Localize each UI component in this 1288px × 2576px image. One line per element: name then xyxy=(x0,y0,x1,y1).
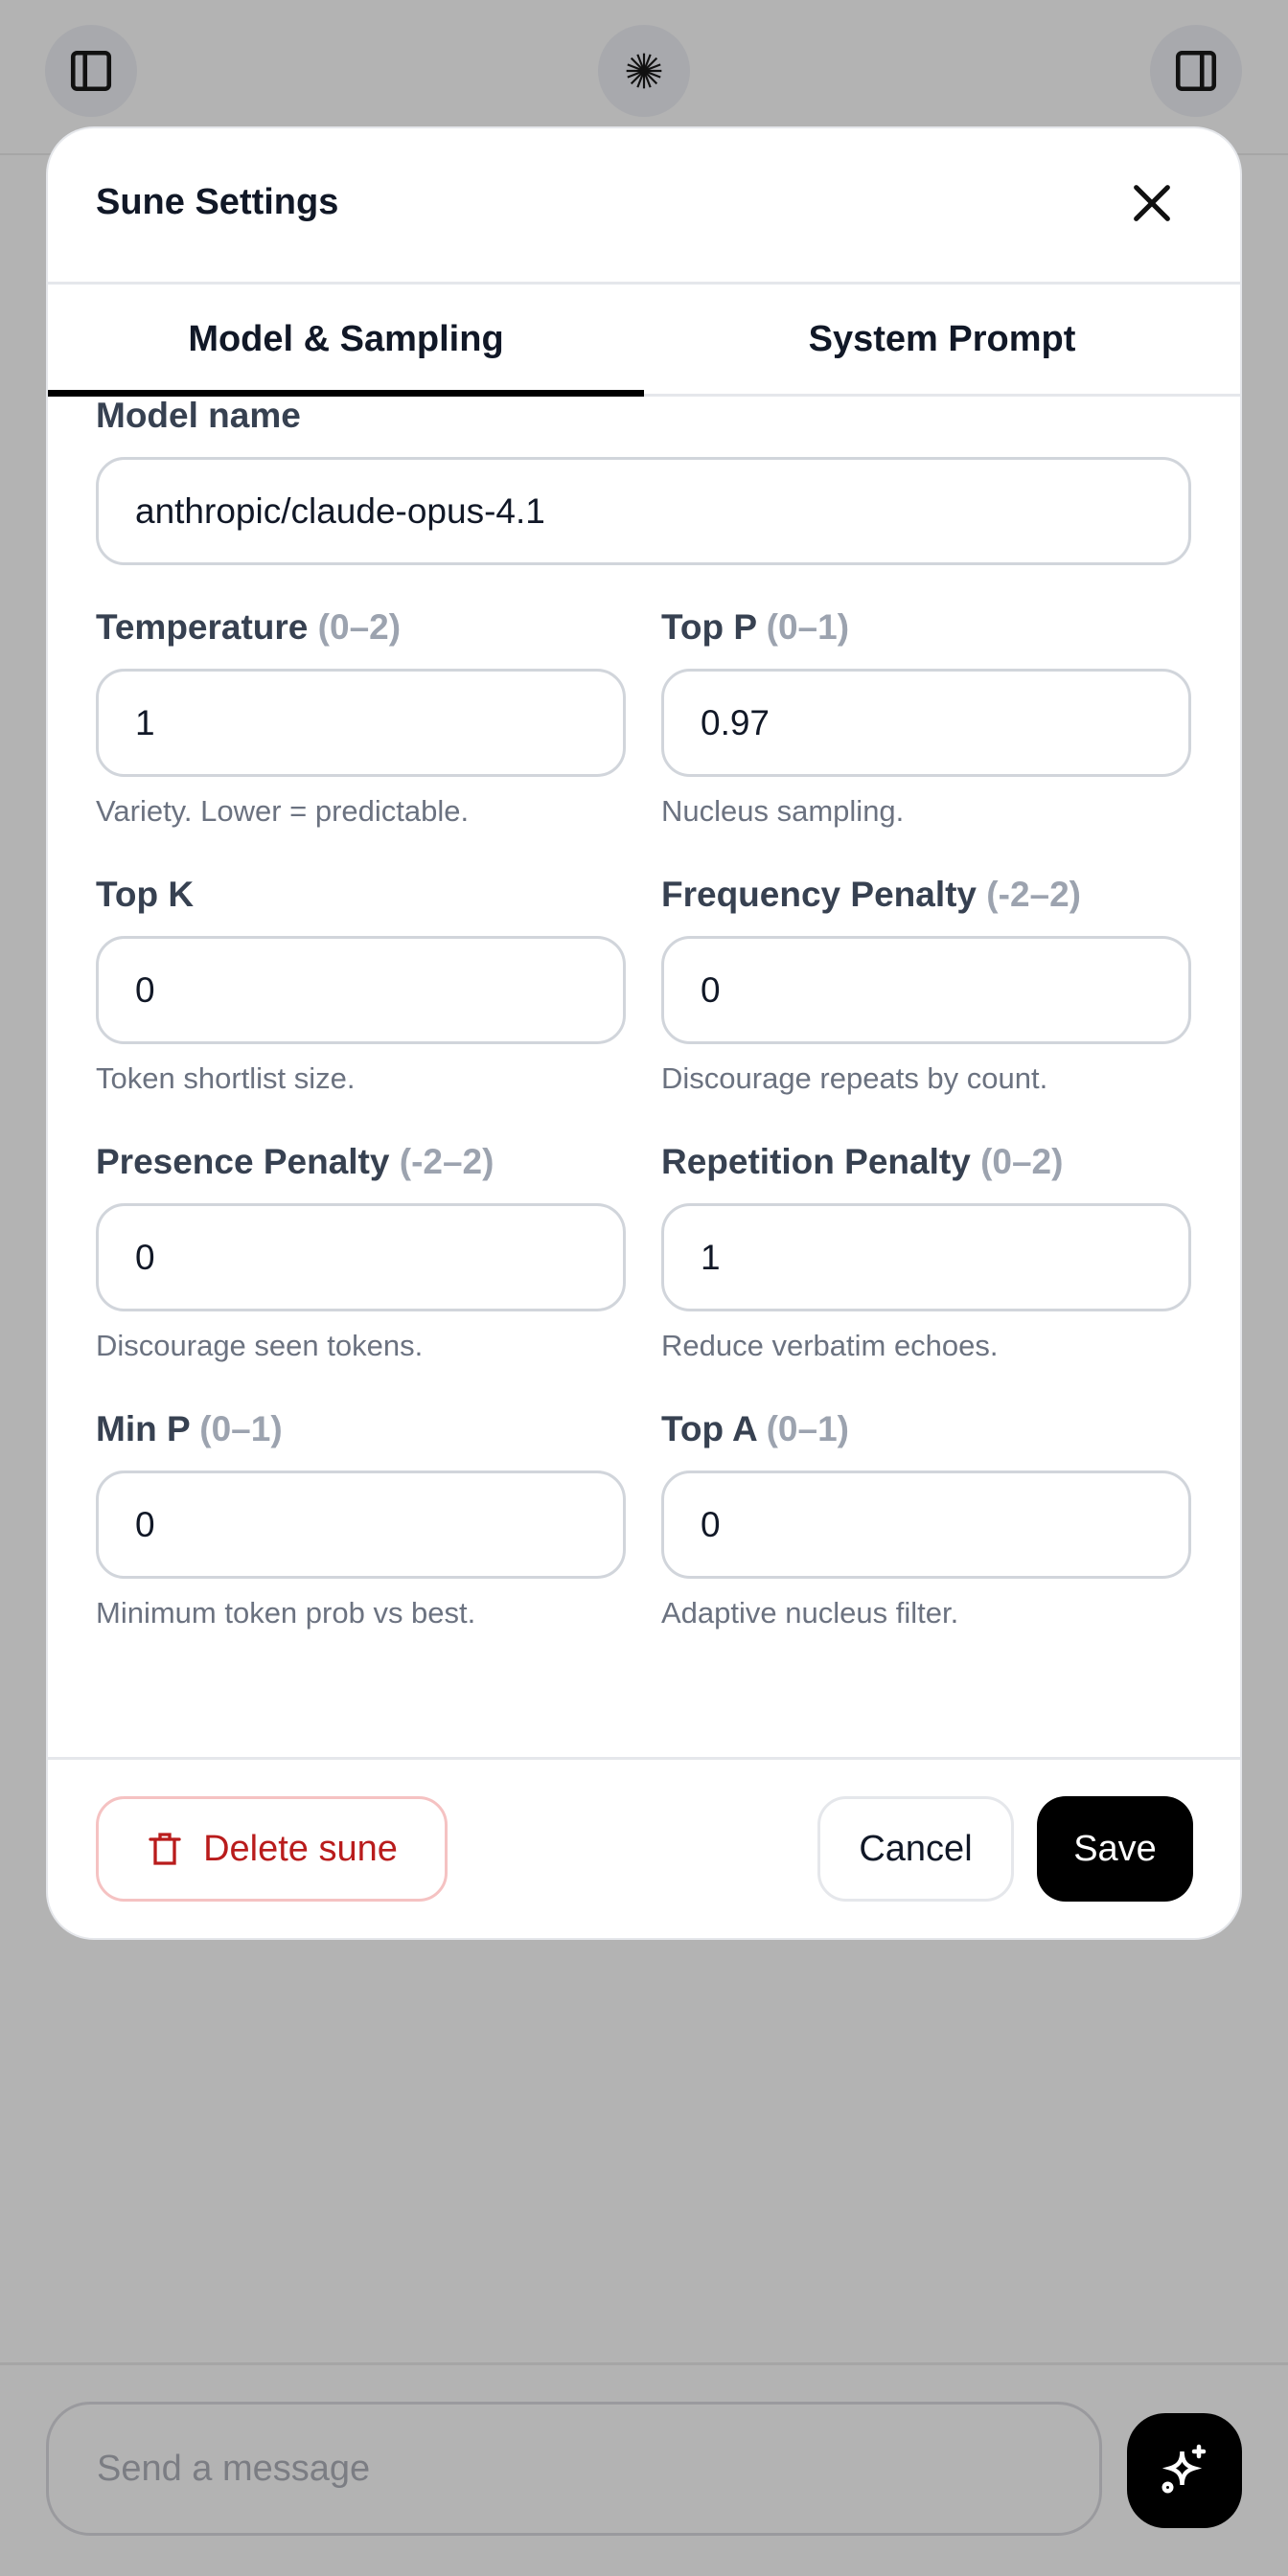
message-input[interactable]: Send a message xyxy=(46,2402,1102,2536)
top-a-help: Adaptive nucleus filter. xyxy=(661,1596,959,1630)
dialog-header: Sune Settings xyxy=(48,128,1240,285)
field-temperature: Temperature (0–2) 1 Variety. Lower = pre… xyxy=(96,605,626,832)
repetition-penalty-input[interactable]: 1 xyxy=(661,1203,1191,1311)
delete-sune-button[interactable]: Delete sune xyxy=(96,1796,448,1902)
top-p-range: (0–1) xyxy=(766,607,850,647)
top-a-label: Top A (0–1) xyxy=(661,1409,849,1448)
top-a-input[interactable]: 0 xyxy=(661,1470,1191,1579)
field-top-p: Top P (0–1) 0.97 Nucleus sampling. xyxy=(661,605,1191,832)
temperature-help: Variety. Lower = predictable. xyxy=(96,794,470,828)
field-repetition-penalty: Repetition Penalty (0–2) 1 Reduce verbat… xyxy=(661,1140,1191,1367)
min-p-input[interactable]: 0 xyxy=(96,1470,626,1579)
field-min-p: Min P (0–1) 0 Minimum token prob vs best… xyxy=(96,1407,626,1634)
field-frequency-penalty: Frequency Penalty (-2–2) 0 Discourage re… xyxy=(661,873,1191,1100)
repetition-penalty-help: Reduce verbatim echoes. xyxy=(661,1329,999,1362)
top-p-input[interactable]: 0.97 xyxy=(661,669,1191,777)
sune-settings-dialog: Sune Settings Model & Sampling System Pr… xyxy=(48,128,1240,1938)
temperature-label: Temperature (0–2) xyxy=(96,607,402,647)
temperature-input[interactable]: 1 xyxy=(96,669,626,777)
cancel-button[interactable]: Cancel xyxy=(817,1796,1014,1902)
settings-form: Model name anthropic/claude-opus-4.1 Tem… xyxy=(96,394,1191,1634)
min-p-help: Minimum token prob vs best. xyxy=(96,1596,476,1630)
temperature-range: (0–2) xyxy=(317,607,402,647)
top-k-label: Top K xyxy=(96,875,195,914)
top-p-help: Nucleus sampling. xyxy=(661,794,905,828)
presence-penalty-input[interactable]: 0 xyxy=(96,1203,626,1311)
home-button[interactable] xyxy=(598,25,690,117)
toggle-right-sidebar-button[interactable] xyxy=(1150,25,1242,117)
min-p-range: (0–1) xyxy=(199,1409,283,1448)
tab-bar: Model & Sampling System Prompt xyxy=(48,285,1240,397)
sidebar-right-icon xyxy=(1175,50,1217,92)
top-p-label: Top P (0–1) xyxy=(661,607,850,647)
model-name-label: Model name xyxy=(96,396,301,435)
dialog-footer: Delete sune Cancel Save xyxy=(48,1757,1240,1938)
starburst-icon xyxy=(626,53,662,89)
presence-penalty-range: (-2–2) xyxy=(399,1142,494,1181)
close-icon[interactable] xyxy=(1125,176,1179,230)
repetition-penalty-range: (0–2) xyxy=(980,1142,1064,1181)
save-button[interactable]: Save xyxy=(1037,1796,1193,1902)
dialog-title: Sune Settings xyxy=(96,182,339,222)
model-name-input[interactable]: anthropic/claude-opus-4.1 xyxy=(96,457,1191,565)
send-button[interactable] xyxy=(1127,2413,1242,2528)
top-bar xyxy=(0,0,1288,155)
frequency-penalty-input[interactable]: 0 xyxy=(661,936,1191,1044)
frequency-penalty-range: (-2–2) xyxy=(986,875,1081,914)
delete-sune-label: Delete sune xyxy=(203,1828,398,1869)
frequency-penalty-label: Frequency Penalty (-2–2) xyxy=(661,875,1081,914)
field-presence-penalty: Presence Penalty (-2–2) 0 Discourage see… xyxy=(96,1140,626,1367)
tab-system-prompt[interactable]: System Prompt xyxy=(808,318,1076,359)
presence-penalty-help: Discourage seen tokens. xyxy=(96,1329,424,1362)
toggle-left-sidebar-button[interactable] xyxy=(45,25,137,117)
field-top-a: Top A (0–1) 0 Adaptive nucleus filter. xyxy=(661,1407,1191,1634)
repetition-penalty-label: Repetition Penalty (0–2) xyxy=(661,1142,1064,1181)
trash-icon xyxy=(149,1833,181,1865)
frequency-penalty-help: Discourage repeats by count. xyxy=(661,1061,1048,1095)
sparkles-icon xyxy=(1162,2444,1207,2494)
tab-model-sampling[interactable]: Model & Sampling xyxy=(48,285,644,397)
top-k-help: Token shortlist size. xyxy=(96,1061,356,1095)
top-k-input[interactable]: 0 xyxy=(96,936,626,1044)
presence-penalty-label: Presence Penalty (-2–2) xyxy=(96,1142,494,1181)
min-p-label: Min P (0–1) xyxy=(96,1409,283,1448)
sidebar-left-icon xyxy=(70,50,112,92)
field-top-k: Top K 0 Token shortlist size. xyxy=(96,873,626,1100)
composer-bar: Send a message xyxy=(0,2362,1288,2576)
top-a-range: (0–1) xyxy=(766,1409,849,1448)
